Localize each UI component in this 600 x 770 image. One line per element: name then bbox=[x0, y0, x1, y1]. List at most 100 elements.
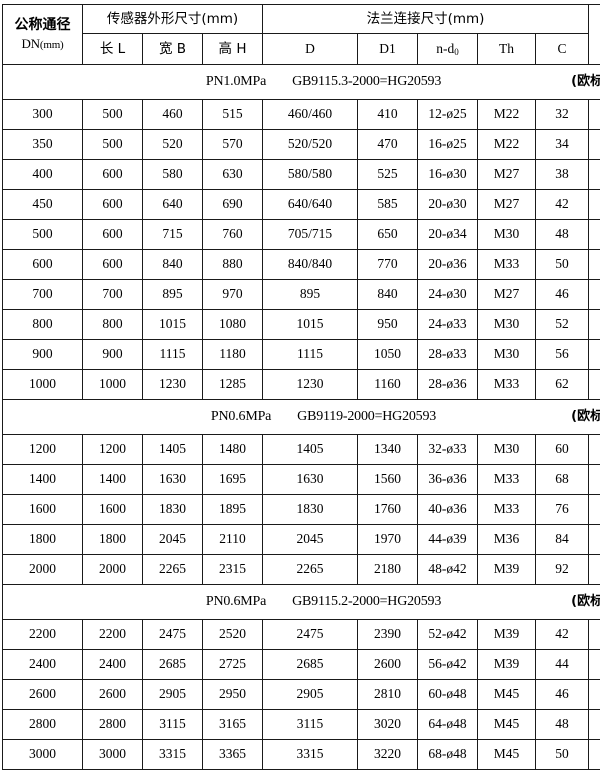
cell-h: 3165 bbox=[203, 710, 263, 740]
cell-h: 760 bbox=[203, 220, 263, 250]
cell-th: M33 bbox=[478, 465, 536, 495]
cell-d: 2905 bbox=[263, 680, 358, 710]
cell-kg: 570 bbox=[589, 340, 600, 370]
cell-d1: 2180 bbox=[358, 555, 418, 585]
table-body: PN1.0MPaGB9115.3-2000=HG20593(欧标体系)30050… bbox=[3, 65, 600, 770]
cell-th: M27 bbox=[478, 160, 536, 190]
cell-nd0: 20-ø34 bbox=[418, 220, 478, 250]
cell-b: 520 bbox=[143, 130, 203, 160]
cell-c: 42 bbox=[536, 620, 589, 650]
cell-kg: 3300 bbox=[589, 650, 600, 680]
cell-dn: 400 bbox=[3, 160, 83, 190]
cell-b: 1830 bbox=[143, 495, 203, 525]
cell-dn: 800 bbox=[3, 310, 83, 340]
cell-nd0: 16-ø30 bbox=[418, 160, 478, 190]
cell-th: M30 bbox=[478, 310, 536, 340]
cell-l: 1400 bbox=[83, 465, 143, 495]
cell-th: M36 bbox=[478, 525, 536, 555]
cell-c: 60 bbox=[536, 435, 589, 465]
cell-d1: 1050 bbox=[358, 340, 418, 370]
cell-d: 705/715 bbox=[263, 220, 358, 250]
cell-d: 460/460 bbox=[263, 100, 358, 130]
cell-th: M33 bbox=[478, 250, 536, 280]
cell-b: 1230 bbox=[143, 370, 203, 400]
cell-b: 2265 bbox=[143, 555, 203, 585]
cell-h: 630 bbox=[203, 160, 263, 190]
cell-nd0: 68-ø48 bbox=[418, 740, 478, 770]
header-nominal-diameter: 公称通径 DN(mm) bbox=[3, 5, 83, 65]
cell-d: 1115 bbox=[263, 340, 358, 370]
section-standard-code: GB9115.3-2000=HG20593 bbox=[292, 74, 441, 89]
cell-h: 2950 bbox=[203, 680, 263, 710]
cell-th: M27 bbox=[478, 280, 536, 310]
cell-c: 84 bbox=[536, 525, 589, 555]
cell-th: M39 bbox=[478, 555, 536, 585]
cell-c: 38 bbox=[536, 160, 589, 190]
cell-th: M30 bbox=[478, 220, 536, 250]
section-standard-code: GB9119-2000=HG20593 bbox=[297, 409, 436, 424]
section-standard-system: (欧标体系) bbox=[571, 75, 600, 89]
cell-th: M39 bbox=[478, 620, 536, 650]
cell-b: 2475 bbox=[143, 620, 203, 650]
cell-kg: 3880 bbox=[589, 680, 600, 710]
cell-h: 2725 bbox=[203, 650, 263, 680]
cell-h: 1180 bbox=[203, 340, 263, 370]
cell-h: 515 bbox=[203, 100, 263, 130]
cell-d1: 1760 bbox=[358, 495, 418, 525]
cell-c: 46 bbox=[536, 680, 589, 710]
cell-th: M45 bbox=[478, 680, 536, 710]
cell-th: M27 bbox=[478, 190, 536, 220]
header-group-flange-dimensions: 法兰连接尺寸(mm) bbox=[263, 5, 589, 34]
cell-c: 62 bbox=[536, 370, 589, 400]
cell-kg: 360 bbox=[589, 280, 600, 310]
cell-c: 50 bbox=[536, 740, 589, 770]
cell-c: 32 bbox=[536, 100, 589, 130]
cell-d1: 840 bbox=[358, 280, 418, 310]
cell-h: 970 bbox=[203, 280, 263, 310]
cell-l: 700 bbox=[83, 280, 143, 310]
cell-d1: 1160 bbox=[358, 370, 418, 400]
cell-dn: 350 bbox=[3, 130, 83, 160]
cell-th: M22 bbox=[478, 130, 536, 160]
cell-d: 1015 bbox=[263, 310, 358, 340]
cell-l: 500 bbox=[83, 100, 143, 130]
cell-l: 2400 bbox=[83, 650, 143, 680]
cell-nd0: 44-ø39 bbox=[418, 525, 478, 555]
cell-l: 2800 bbox=[83, 710, 143, 740]
cell-h: 1285 bbox=[203, 370, 263, 400]
cell-b: 3115 bbox=[143, 710, 203, 740]
cell-d1: 650 bbox=[358, 220, 418, 250]
cell-b: 1015 bbox=[143, 310, 203, 340]
cell-c: 52 bbox=[536, 310, 589, 340]
cell-kg: 55 bbox=[589, 100, 600, 130]
cell-d: 580/580 bbox=[263, 160, 358, 190]
section-standard-system: (欧标体系) bbox=[571, 595, 600, 609]
header-col-length: 长 L bbox=[83, 34, 143, 65]
cell-th: M45 bbox=[478, 740, 536, 770]
cell-dn: 900 bbox=[3, 340, 83, 370]
cell-nd0: 64-ø48 bbox=[418, 710, 478, 740]
cell-nd0: 36-ø36 bbox=[418, 465, 478, 495]
cell-dn: 2800 bbox=[3, 710, 83, 740]
cell-nd0: 56-ø42 bbox=[418, 650, 478, 680]
cell-kg: 840 bbox=[589, 465, 600, 495]
cell-dn: 300 bbox=[3, 100, 83, 130]
cell-kg: 80 bbox=[589, 130, 600, 160]
cell-h: 1480 bbox=[203, 435, 263, 465]
cell-d1: 770 bbox=[358, 250, 418, 280]
cell-c: 44 bbox=[536, 650, 589, 680]
cell-l: 500 bbox=[83, 130, 143, 160]
cell-h: 2520 bbox=[203, 620, 263, 650]
cell-b: 2045 bbox=[143, 525, 203, 555]
cell-l: 900 bbox=[83, 340, 143, 370]
cell-dn: 1200 bbox=[3, 435, 83, 465]
cell-b: 895 bbox=[143, 280, 203, 310]
cell-h: 1080 bbox=[203, 310, 263, 340]
